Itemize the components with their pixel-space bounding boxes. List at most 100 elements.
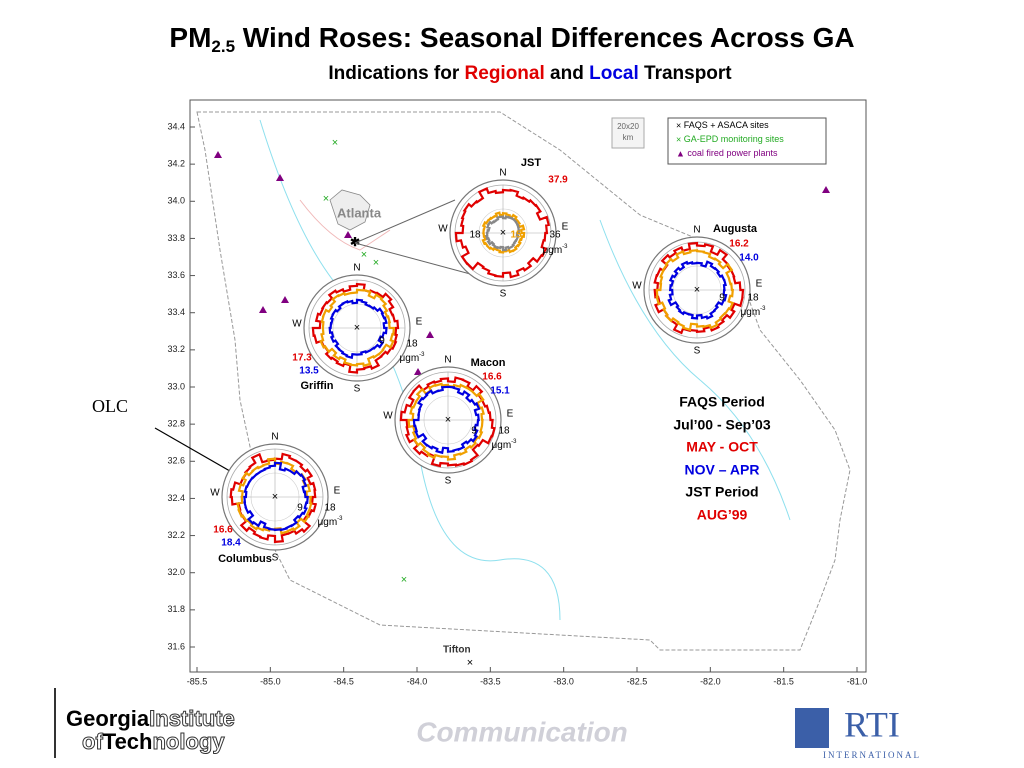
rose-scale: 18	[406, 339, 418, 350]
rose-direction: E	[507, 409, 514, 420]
y-tick-label: 31.6	[167, 641, 185, 651]
epd-site: ×	[361, 249, 367, 261]
rose-value: 17.3	[292, 353, 312, 364]
rose-value: 16.6	[482, 372, 502, 383]
state-outline	[196, 111, 851, 651]
rose-scale: 18	[469, 230, 481, 241]
y-tick-label: 32.8	[167, 419, 185, 429]
rose-ring	[243, 461, 309, 532]
rose-ring	[655, 249, 735, 332]
x-tick-label: -85.5	[187, 676, 208, 686]
gt-word: Institute	[149, 706, 235, 731]
x-tick-label: -83.5	[480, 676, 501, 686]
rose-direction: W	[383, 411, 393, 422]
logo-text: ofTechnology	[82, 729, 225, 754]
y-tick-label: 34.2	[167, 159, 185, 169]
subtitle-part: Transport	[639, 63, 733, 84]
title-subscript: 2.5	[211, 37, 235, 56]
epd-site: ×	[401, 574, 407, 586]
period-line: AUG’99	[697, 507, 748, 523]
rose-value: 16.6	[213, 525, 233, 536]
unit-exponent: -3	[337, 516, 343, 522]
rose-direction: S	[694, 346, 701, 357]
x-tick-label: -82.0	[700, 676, 721, 686]
epd-site: ×	[323, 193, 329, 205]
y-tick-label: 32.6	[167, 456, 185, 466]
wind-rose: × N E S W Augusta 16.2 14.0 9 18 μgm-3	[632, 223, 766, 357]
rose-direction: N	[271, 432, 278, 443]
rti-text: RTI	[844, 704, 900, 744]
x-tick-label: -81.0	[847, 676, 868, 686]
rose-name: Augusta	[713, 223, 758, 235]
rose-ring	[311, 282, 400, 374]
wind-rose: × N E S W Griffin 17.3 13.5 9 18 μgm-3	[292, 263, 425, 395]
subtitle-regional: Regional	[465, 63, 545, 84]
rose-value: 13.5	[299, 366, 319, 377]
gt-word: of	[82, 729, 103, 754]
legend-asaca: ASACA	[718, 120, 749, 130]
rose-direction: S	[272, 553, 279, 564]
scale-box	[611, 117, 645, 149]
legend-entry: ▲ coal fired power plants	[676, 148, 778, 158]
rose-direction: N	[499, 168, 506, 179]
gt-word: Georgia	[66, 706, 150, 731]
x-tick-label: -82.5	[627, 676, 648, 686]
rose-unit: μgm-3	[400, 352, 426, 364]
rose-value: 37.9	[548, 175, 568, 186]
rose-scale: 36	[549, 230, 561, 241]
unit-base: μgm	[318, 517, 338, 528]
gt-logo: GeorgiaInstitute ofTechnology	[54, 688, 235, 758]
gt-word: Tech	[103, 729, 153, 754]
rose-scale: 9	[471, 426, 477, 437]
rose-direction: S	[445, 476, 452, 487]
place-atlanta: Atlanta	[337, 205, 382, 220]
legend-entry: × GA-EPD monitoring sites	[676, 134, 784, 144]
epd-site: ×	[332, 137, 338, 149]
rti-sub: INTERNATIONAL	[823, 750, 921, 760]
wind-rose: × N E S W JST 37.9 15 18 36 μgm-3	[438, 157, 568, 300]
scale-size: 20x20	[617, 122, 639, 131]
unit-exponent: -3	[562, 244, 568, 250]
rose-name: Griffin	[301, 380, 334, 392]
unit-exponent: -3	[511, 439, 517, 445]
rose-name: JST	[521, 157, 541, 169]
y-tick-label: 32.2	[167, 530, 185, 540]
site-marker: ×	[445, 414, 451, 426]
rose-ring	[407, 382, 485, 461]
y-tick-label: 33.4	[167, 307, 185, 317]
legend-faqs: FAQS	[684, 120, 708, 130]
subtitle-part: and	[545, 63, 589, 84]
power-plant	[276, 174, 284, 181]
subtitle: Indications for Regional and Local Trans…	[328, 63, 732, 84]
power-plant	[259, 306, 267, 313]
subtitle-part: Indications for	[328, 63, 464, 84]
legend-epd: GA-EPD monitoring sites	[684, 134, 785, 144]
unit-base: μgm	[543, 245, 563, 256]
power-plant	[822, 186, 830, 193]
period-line: Jul’00 - Sep’03	[673, 417, 770, 433]
rose-direction: E	[756, 279, 763, 290]
y-tick-label: 33.8	[167, 233, 185, 243]
rti-logo: RTI INTERNATIONAL	[795, 704, 921, 760]
rose-direction: E	[334, 486, 341, 497]
rose-name: Macon	[471, 357, 506, 369]
place-tifton: Tifton	[443, 645, 471, 656]
y-tick-label: 33.0	[167, 381, 185, 391]
y-tick-label: 33.6	[167, 270, 185, 280]
legend-entry: × FAQS + ASACA sites	[676, 120, 769, 130]
x-tick-label: -81.5	[773, 676, 794, 686]
callout-line	[354, 199, 456, 244]
rose-scale: 18	[324, 503, 336, 514]
rose-value: 15.1	[490, 386, 510, 397]
period-line: NOV – APR	[685, 462, 760, 478]
site-marker: ×	[272, 491, 278, 503]
unit-exponent: -3	[419, 352, 425, 358]
y-tick-label: 32.4	[167, 493, 185, 503]
subtitle-local: Local	[589, 63, 639, 84]
logo-text: GeorgiaInstitute	[66, 706, 235, 731]
unit-base: μgm	[400, 353, 420, 364]
x-tick-label: -85.0	[260, 676, 281, 686]
site-marker: ×	[500, 227, 506, 239]
y-tick-label: 34.4	[167, 121, 185, 131]
